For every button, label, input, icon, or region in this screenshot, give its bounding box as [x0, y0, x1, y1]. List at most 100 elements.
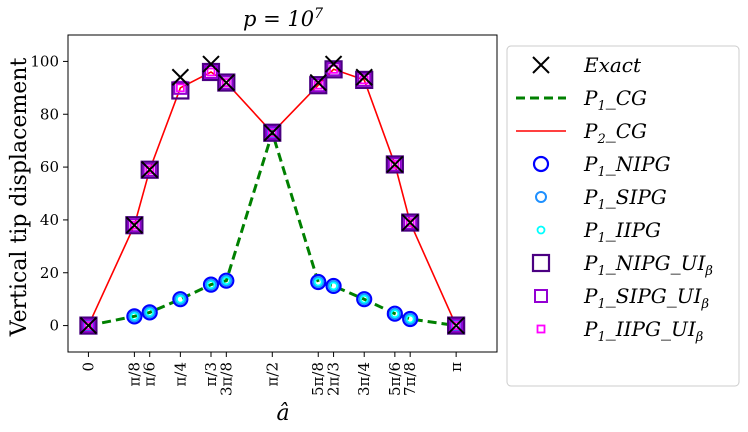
data-point-square [175, 83, 185, 93]
data-point-square [84, 321, 93, 330]
legend-item-P1_IIPG_UIβ: P1_IIPG_UIβ [536, 317, 703, 345]
data-point-square [127, 218, 142, 233]
x-tick-label: π/4 [171, 362, 189, 386]
data-point-x [125, 216, 144, 234]
data-point-circle [404, 312, 417, 325]
legend-label: P2_CG [583, 119, 647, 147]
data-point-circle [145, 307, 155, 317]
legend-label: P1_IIPG_UIβ [583, 317, 703, 345]
data-point-x [171, 68, 190, 86]
x-tick-label: 7π/8 [401, 362, 419, 396]
series-Exact [79, 55, 465, 335]
data-point-circle [536, 225, 546, 235]
x-tick-label: 5π/6 [386, 362, 404, 396]
data-point-circle [327, 279, 340, 292]
data-point-square [451, 321, 461, 330]
data-point-circle [310, 273, 327, 291]
data-point-x [386, 155, 404, 174]
data-point-square [203, 64, 218, 79]
data-point-circle [220, 274, 233, 287]
data-point-x [202, 55, 220, 73]
data-point-square [263, 123, 282, 142]
data-point-x [263, 124, 281, 142]
legend-label: P1_NIPG [583, 152, 671, 180]
y-tick-label: 60 [40, 158, 59, 176]
data-point-circle [402, 310, 419, 328]
title-text: p = 107 [243, 6, 323, 31]
x-axis-label: â [276, 401, 289, 426]
data-point-square [311, 78, 326, 93]
data-point-circle [386, 305, 403, 322]
series-P1_SIPG [82, 126, 463, 332]
data-point-square [390, 160, 400, 169]
legend-label: P1_NIPG_UIβ [583, 251, 713, 279]
data-point-x [324, 55, 343, 73]
data-point-circle [143, 306, 156, 319]
x-tick-label: π/2 [263, 362, 281, 386]
y-tick-label: 100 [30, 52, 59, 70]
x-tick-label: π/6 [141, 362, 159, 386]
data-point-x [79, 316, 98, 335]
data-point-square [403, 215, 418, 230]
data-point-square [531, 253, 551, 273]
data-point-square [385, 155, 404, 174]
plot-area [67, 34, 498, 353]
data-point-square [267, 128, 277, 138]
data-point-square [142, 162, 157, 177]
data-point-circle [221, 276, 231, 286]
data-point-circle [535, 191, 547, 203]
data-point-circle [129, 311, 139, 321]
data-point-circle [126, 308, 143, 325]
data-point-square [534, 289, 548, 303]
data-point-square [217, 73, 236, 92]
data-point-square [355, 70, 374, 90]
x-tick-label: 5π/8 [309, 362, 327, 396]
series-P1_SIPG_UIβ [81, 62, 464, 333]
y-tick-label: 20 [40, 264, 59, 282]
data-point-square [221, 78, 231, 87]
data-point-circle [128, 310, 141, 323]
data-point-x [355, 68, 373, 86]
data-point-x [532, 56, 550, 74]
data-point-x [141, 161, 159, 179]
data-point-x [447, 316, 465, 335]
legend-label: P1_IIPG [583, 218, 661, 246]
data-point-square [324, 60, 343, 79]
data-point-square [219, 75, 234, 90]
data-point-circle [172, 291, 189, 308]
legend-item-P1_SIPG_UIβ: P1_SIPG_UIβ [534, 284, 709, 312]
series-P2_CG [87, 68, 457, 326]
data-point-circle [174, 293, 187, 306]
data-point-square [387, 157, 402, 172]
data-point-circle [405, 314, 415, 324]
legend-label: Exact [583, 53, 642, 77]
data-point-square [536, 324, 546, 334]
y-tick-label: 80 [40, 105, 59, 123]
x-tick-label: 0 [79, 362, 97, 372]
data-point-square [309, 76, 328, 95]
data-point-circle [329, 281, 338, 291]
data-point-square [449, 318, 464, 333]
plot-frame [67, 34, 498, 353]
data-point-circle [388, 307, 401, 320]
legend-item-Exact: Exact [532, 53, 642, 77]
y-tick-label: 40 [40, 211, 59, 229]
data-point-square [125, 216, 144, 235]
data-point-square [405, 218, 415, 227]
x-tick-label: π/3 [202, 362, 220, 386]
data-point-x [401, 213, 419, 232]
series-line [87, 68, 457, 326]
data-point-square [357, 72, 372, 87]
x-tick-label: π [447, 362, 465, 372]
data-point-circle [325, 277, 342, 295]
series-P1_NIPG_UIβ [79, 60, 466, 335]
data-point-circle [175, 294, 185, 304]
data-point-square [401, 213, 420, 232]
x-tick-label: π/8 [125, 362, 143, 386]
data-point-square [79, 316, 98, 335]
data-point-circle [141, 304, 158, 321]
data-point-square [145, 165, 155, 175]
y-tick-label: 0 [49, 317, 59, 335]
data-point-square [329, 64, 338, 74]
x-tick-label: 2π/3 [325, 362, 343, 396]
